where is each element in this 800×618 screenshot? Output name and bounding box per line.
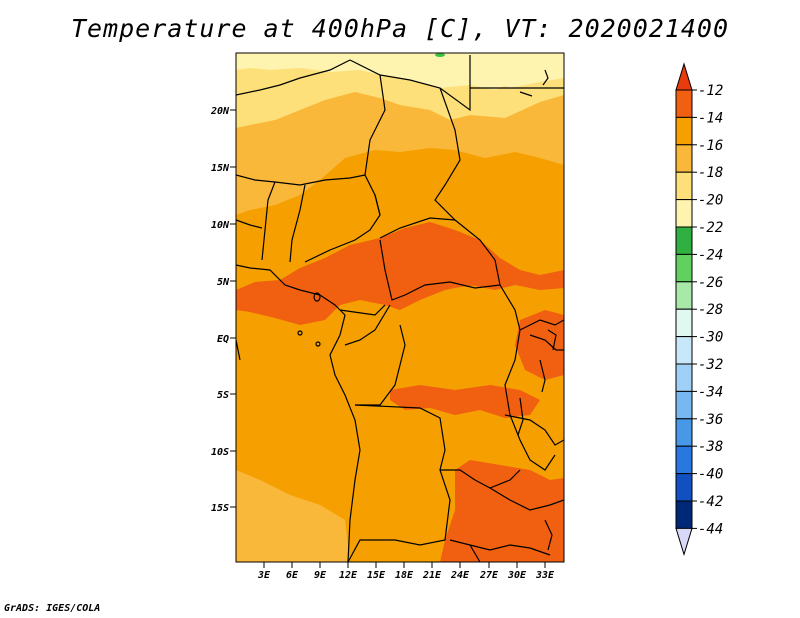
grads-credit: GrADS: IGES/COLA — [4, 603, 101, 614]
latitude-axis: 20N 15N 10N 5N EQ 5S 10S 15S — [210, 106, 236, 514]
lat-label: 5S — [217, 390, 229, 401]
field-band-16-18-southwest — [236, 470, 350, 562]
colorbar-swatch — [675, 445, 693, 475]
lon-label: 27E — [479, 570, 499, 581]
colorbar-swatch — [675, 418, 693, 447]
colorbar-swatch — [675, 253, 693, 283]
colorbar-label: -32 — [698, 357, 723, 373]
longitude-axis: 3E 6E 9E 12E 15E 18E 21E 24E 27E 30E 33E — [257, 562, 555, 581]
lon-label: 9E — [314, 570, 327, 581]
colorbar-top-arrow — [675, 62, 693, 91]
colorbar-swatch — [675, 116, 693, 146]
colorbar-label: -14 — [698, 110, 723, 126]
field-warm-core-southeast — [440, 460, 564, 562]
colorbar-label: -18 — [698, 165, 723, 181]
colorbar-swatch — [675, 89, 693, 118]
colorbar-label: -24 — [698, 247, 723, 263]
country-borders — [236, 55, 564, 562]
colorbar-label: -38 — [698, 439, 723, 455]
colorbar-swatch — [675, 390, 693, 420]
colorbar-label: -36 — [698, 412, 723, 428]
lat-label: 10S — [211, 447, 229, 458]
map-frame — [235, 52, 565, 563]
colorbar-label: -40 — [698, 467, 723, 483]
lon-label: 15E — [367, 570, 386, 581]
colorbar-label: -16 — [698, 138, 723, 154]
lat-label: 20N — [210, 106, 230, 117]
colorbar-label: -44 — [698, 521, 723, 537]
colorbar-bottom-arrow — [675, 527, 693, 557]
colorbar-label: -22 — [698, 220, 723, 236]
lat-label: EQ — [217, 334, 229, 345]
chart-title: Temperature at 400hPa [C], VT: 202002140… — [70, 14, 730, 43]
lon-label: 33E — [535, 570, 555, 581]
lat-label: 10N — [211, 220, 230, 231]
colorbar-swatch — [675, 226, 693, 255]
lon-label: 30E — [507, 570, 527, 581]
colorbar-label: -12 — [698, 83, 723, 99]
colorbar-swatch — [675, 144, 693, 173]
colorbar-swatch — [675, 199, 693, 228]
colorbar-swatch — [675, 473, 693, 502]
lon-label: 18E — [395, 570, 414, 581]
colorbar-swatch — [675, 281, 693, 310]
lakes-and-islands — [297, 69, 557, 551]
field-patch-22-24 — [435, 53, 445, 57]
lon-label: 6E — [286, 570, 299, 581]
colorbar-label: -28 — [698, 302, 723, 318]
colorbar-label: -20 — [698, 193, 723, 209]
colorbar-label: -30 — [698, 330, 723, 346]
colorbar-swatch — [675, 308, 693, 338]
colorbar-swatch — [675, 500, 693, 529]
field-patch-20-22-east — [470, 55, 564, 88]
colorbar-label: -34 — [698, 384, 723, 400]
lon-label: 12E — [339, 570, 358, 581]
colorbar-swatch — [675, 336, 693, 365]
field-warm-core-central-east — [375, 230, 490, 295]
colorbar-label: -42 — [698, 494, 723, 510]
field-warm-core-lake-region — [515, 310, 564, 380]
lat-label: 15S — [211, 503, 229, 514]
lon-label: 24E — [450, 570, 470, 581]
temperature-field — [236, 53, 564, 562]
colorbar: -12 -14 -16 -18 -20 -22 -24 -26 -28 -30 -32 -34 -36 -… — [675, 62, 723, 557]
lon-label: 3E — [257, 570, 271, 581]
colorbar-label: -26 — [698, 275, 723, 291]
lat-label: 15N — [211, 163, 230, 174]
field-warm-core-basin — [390, 385, 540, 418]
lat-label: 5N — [217, 277, 230, 288]
colorbar-swatch — [675, 363, 693, 392]
colorbar-swatch — [675, 171, 693, 201]
lon-label: 21E — [422, 570, 442, 581]
